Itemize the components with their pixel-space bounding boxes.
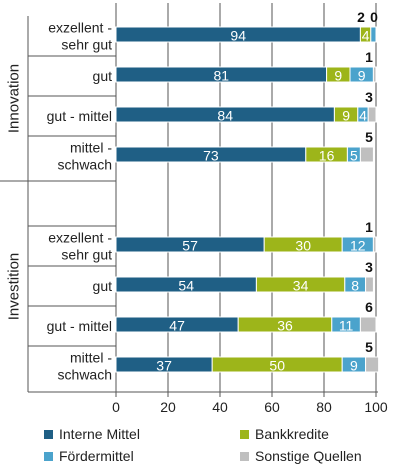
- data-label: 94: [230, 28, 246, 44]
- legend: Interne Mittel Bankkredite Fördermittel Son…: [40, 424, 400, 470]
- data-label: 81: [214, 68, 230, 84]
- category-label: sehr gut: [61, 247, 112, 263]
- bar-segment: [370, 26, 377, 43]
- data-label: 57: [182, 238, 198, 254]
- data-label-outside: 2: [357, 9, 365, 25]
- x-tick-label: 0: [112, 399, 120, 415]
- category-label: gut: [93, 68, 113, 84]
- category-label: gut - mittel: [47, 108, 112, 124]
- data-label-outside: 6: [365, 299, 373, 315]
- category-label: exzellent -: [48, 20, 112, 36]
- group-label: Innovation: [6, 64, 23, 133]
- legend-label: Sonstige Quellen: [255, 448, 362, 464]
- data-label: 16: [319, 148, 335, 164]
- bar-segment: [372, 236, 377, 253]
- data-label: 34: [293, 278, 309, 294]
- data-label: 9: [358, 68, 366, 84]
- data-label: 73: [203, 148, 219, 164]
- data-label-outside: 5: [365, 339, 373, 355]
- x-tick-label: 80: [316, 399, 332, 415]
- category-label: mittel -: [70, 140, 112, 156]
- category-label: gut - mittel: [47, 318, 112, 334]
- legend-item: Interne Mittel: [44, 426, 140, 442]
- data-label-outside: 5: [365, 129, 373, 145]
- data-label-outside: 0: [370, 9, 378, 25]
- legend-item: Fördermittel: [44, 448, 134, 464]
- x-tick-label: 100: [364, 399, 388, 415]
- data-label: 11: [339, 318, 354, 334]
- data-label: 36: [277, 318, 293, 334]
- group-label: Investition: [6, 253, 23, 321]
- data-label: 12: [350, 238, 366, 254]
- legend-item: Sonstige Quellen: [240, 448, 362, 464]
- bar-segment: [359, 316, 377, 333]
- data-label-outside: 3: [365, 89, 373, 105]
- data-label: 9: [334, 68, 342, 84]
- legend-label: Bankkredite: [255, 426, 329, 442]
- data-label: 5: [350, 148, 358, 164]
- category-label: gut: [93, 278, 113, 294]
- data-label: 47: [169, 318, 185, 334]
- data-label-outside: 1: [365, 49, 373, 65]
- x-tick-label: 20: [160, 399, 176, 415]
- legend-swatch: [44, 451, 53, 461]
- data-label: 9: [350, 358, 358, 374]
- data-label: 50: [269, 358, 285, 374]
- data-label: 54: [178, 278, 194, 294]
- category-label: exzellent -: [48, 230, 112, 246]
- legend-swatch: [240, 429, 249, 439]
- bar-segment: [365, 356, 380, 373]
- x-tick-label: 40: [212, 399, 228, 415]
- category-label: mittel -: [70, 350, 112, 366]
- data-label: 4: [359, 108, 367, 124]
- bar-segment: [365, 276, 374, 293]
- legend-swatch: [44, 429, 53, 439]
- data-label: 84: [217, 108, 233, 124]
- data-label: 37: [156, 358, 172, 374]
- legend-item: Bankkredite: [240, 426, 329, 442]
- data-label: 9: [342, 108, 350, 124]
- data-label: 8: [351, 278, 359, 294]
- data-label: 4: [362, 28, 370, 44]
- legend-swatch: [240, 451, 249, 461]
- category-label: sehr gut: [61, 37, 112, 53]
- bar-segment: [359, 146, 374, 163]
- x-tick-label: 60: [264, 399, 280, 415]
- legend-label: Interne Mittel: [59, 426, 140, 442]
- category-label: schwach: [58, 157, 112, 173]
- bar-segment: [367, 106, 377, 123]
- data-label-outside: 1: [365, 219, 373, 235]
- bar-segment: [372, 66, 377, 83]
- legend-label: Fördermittel: [59, 448, 134, 464]
- category-label: schwach: [58, 367, 112, 383]
- data-label: 30: [295, 238, 311, 254]
- data-label-outside: 3: [365, 259, 373, 275]
